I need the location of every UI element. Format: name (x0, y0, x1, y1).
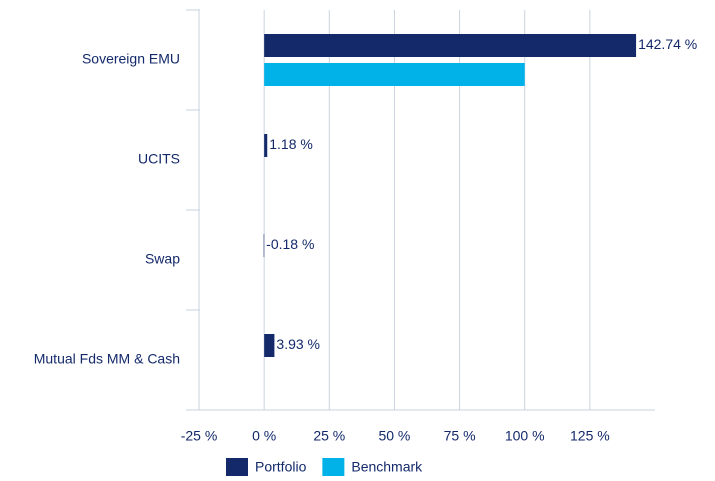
data-label: 142.74 % (638, 36, 697, 52)
y-tick-label: Swap (145, 251, 180, 267)
bar (263, 234, 265, 257)
bar (264, 63, 525, 86)
y-tick-label: Sovereign EMU (82, 51, 180, 67)
y-tick-label: Mutual Fds MM & Cash (34, 351, 180, 367)
bar (264, 34, 637, 57)
x-tick-label: 75 % (444, 428, 476, 444)
x-tick-label: 100 % (505, 428, 545, 444)
x-tick-label: -25 % (181, 428, 218, 444)
legend-swatch (322, 458, 345, 476)
bar (264, 334, 275, 357)
x-tick-label: 0 % (252, 428, 276, 444)
y-tick-label: UCITS (138, 151, 180, 167)
bar (264, 134, 268, 157)
x-tick-label: 25 % (313, 428, 345, 444)
x-tick-label: 50 % (378, 428, 410, 444)
data-label: 3.93 % (276, 336, 320, 352)
legend-label: Benchmark (351, 459, 423, 475)
data-label: 1.18 % (269, 136, 313, 152)
legend-swatch (226, 458, 248, 476)
legend-label: Portfolio (255, 459, 307, 475)
data-label: -0.18 % (266, 236, 314, 252)
x-tick-label: 125 % (570, 428, 610, 444)
